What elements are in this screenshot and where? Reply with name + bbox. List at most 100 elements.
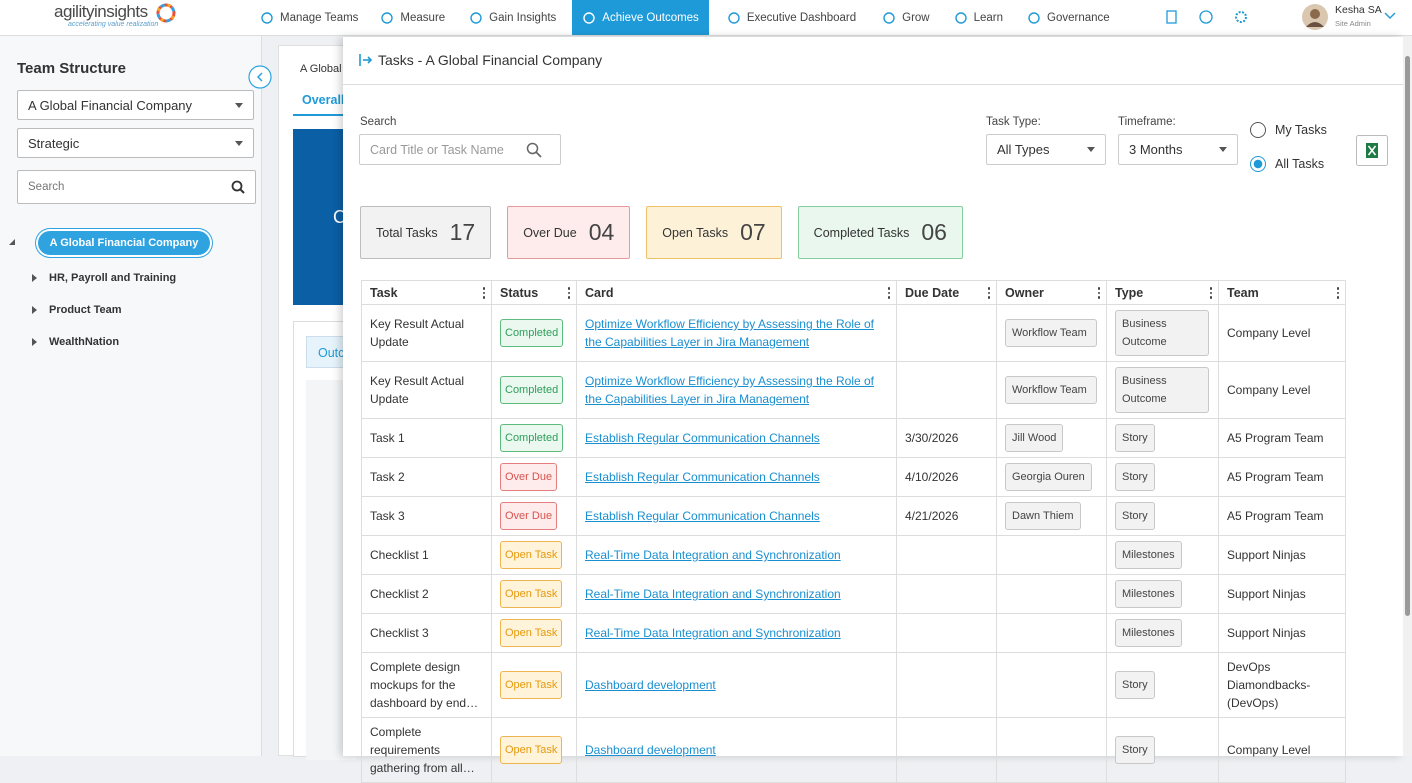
avatar[interactable] [1301,3,1329,31]
table-row: Complete requirements gathering from all… [361,717,1346,783]
level-select-value: Strategic [28,135,80,151]
team-name: A5 Program Team [1227,509,1324,523]
dot [567,287,570,290]
nav-item[interactable]: Grow [872,0,939,35]
summary-label: Open Tasks [662,225,729,240]
column-title: Due Date [905,285,960,300]
column-menu[interactable] [567,287,570,299]
tree-node[interactable]: WealthNation [32,336,119,348]
dot [567,291,570,294]
nav-label: Grow [902,11,930,24]
tasks-table: Task Status Card Due Date Owner Type Team Key … [361,280,1346,783]
sidebar: Team Structure A Global Financial Compan… [0,36,262,756]
summary-value: 04 [588,219,615,245]
table-cell: Optimize Workflow Efficiency by Assessin… [576,361,897,419]
tree-expander[interactable] [8,239,18,247]
card-link[interactable]: Optimize Workflow Efficiency by Assessin… [585,374,875,406]
search-placeholder: Card Title or Task Name [370,142,504,157]
table-row: Checklist 2 Open Task Real-Time Data Integ… [361,574,1346,614]
export-excel-button[interactable] [1356,135,1388,166]
card-link[interactable]: Establish Regular Communication Channels [585,431,820,445]
dot [887,296,890,299]
utility-icons[interactable] [1166,9,1256,25]
nav-item[interactable]: Achieve Outcomes [572,0,709,35]
type-chip: Milestones [1115,619,1182,647]
card-link[interactable]: Dashboard development [585,678,716,692]
column-menu[interactable] [1336,287,1339,299]
column-title: Owner [1005,285,1044,300]
table-wrap: Task Status Card Due Date Owner Type Team Key … [361,280,1346,783]
nav-item[interactable]: Measure [370,0,455,35]
search-icon [231,180,245,194]
nav-item[interactable]: Gain Insights [459,0,566,35]
tree-expander[interactable] [32,338,37,346]
table-cell: Real-Time Data Integration and Synchroni… [576,613,897,653]
dot [1097,287,1100,290]
collapse-button[interactable] [248,65,272,89]
nav-item[interactable]: Manage Teams [250,0,368,35]
column-menu[interactable] [482,287,485,299]
table-cell [896,574,997,614]
close-panel-icon[interactable] [359,54,373,66]
radio-label: All Tasks [1275,157,1325,171]
radio-option[interactable]: All Tasks [1250,147,1327,181]
tree-expander[interactable] [32,306,37,314]
column-title: Task [370,285,398,300]
card-link[interactable]: Real-Time Data Integration and Synchroni… [585,587,841,601]
summary-label: Completed Tasks [813,225,910,240]
card-link[interactable]: Real-Time Data Integration and Synchroni… [585,548,841,562]
caret [1219,147,1227,152]
nav-item[interactable]: Governance [1017,0,1120,35]
type-chip: Story [1115,736,1155,764]
status-badge: Open Task [500,580,563,608]
summary-card: Total Tasks 17 [360,206,492,259]
task-type-select[interactable]: All Types [986,134,1106,165]
nav-label: Executive Dashboard [746,11,857,24]
logo-icon [156,3,176,23]
column-menu[interactable] [1097,287,1100,299]
dot [1336,287,1339,290]
task-name: Complete requirements gathering from all… [370,725,475,775]
column-menu[interactable] [987,287,990,299]
org-select[interactable]: A Global Financial Company [17,90,254,120]
task-search[interactable]: Card Title or Task Name [359,134,561,165]
nav-label: Learn [973,11,1004,24]
column-menu[interactable] [1209,287,1212,299]
dot [482,291,485,294]
nav-item[interactable]: Executive Dashboard [717,0,866,35]
table-row: Checklist 1 Open Task Real-Time Data Integ… [361,535,1346,575]
user-menu-caret[interactable] [1384,12,1396,20]
task-name: Task 3 [370,509,405,523]
table-cell: Completed [491,304,577,362]
card-link[interactable]: Real-Time Data Integration and Synchroni… [585,626,841,640]
task-type-value: All Types [997,142,1050,157]
tab[interactable]: Overall [302,93,345,107]
dot [1336,291,1339,294]
table-cell: Open Task [491,652,577,718]
tree-search[interactable]: Search [17,170,256,204]
tagline: accelerating value realization [68,21,159,28]
user-role: Site Admin [1335,19,1371,28]
logo[interactable]: agilityinsights [54,2,148,21]
timeframe-select[interactable]: 3 Months [1118,134,1238,165]
top-bar: agilityinsights accelerating value reali… [0,0,1412,36]
table-cell: Company Level [1218,361,1346,419]
card-link[interactable]: Establish Regular Communication Channels [585,470,820,484]
radio-option[interactable]: My Tasks [1250,113,1327,147]
nav-item[interactable]: Learn [944,0,1013,35]
tree-node[interactable]: HR, Payroll and Training [32,272,176,284]
table-cell: Company Level [1218,717,1346,783]
card-link[interactable]: Establish Regular Communication Channels [585,509,820,523]
team-name: Support Ninjas [1227,626,1306,640]
scrollbar-thumb[interactable] [1405,56,1410,616]
card-link[interactable]: Optimize Workflow Efficiency by Assessin… [585,317,875,349]
column-menu[interactable] [887,287,890,299]
column-header: Type [1106,280,1219,305]
nav-icon [1028,11,1040,24]
tree-root[interactable]: A Global Financial Company [38,231,210,255]
status-badge: Open Task [500,619,563,647]
level-select[interactable]: Strategic [17,128,254,158]
tree-node[interactable]: Product Team [32,304,122,316]
tree-expander[interactable] [32,274,37,282]
card-link[interactable]: Dashboard development [585,743,716,757]
